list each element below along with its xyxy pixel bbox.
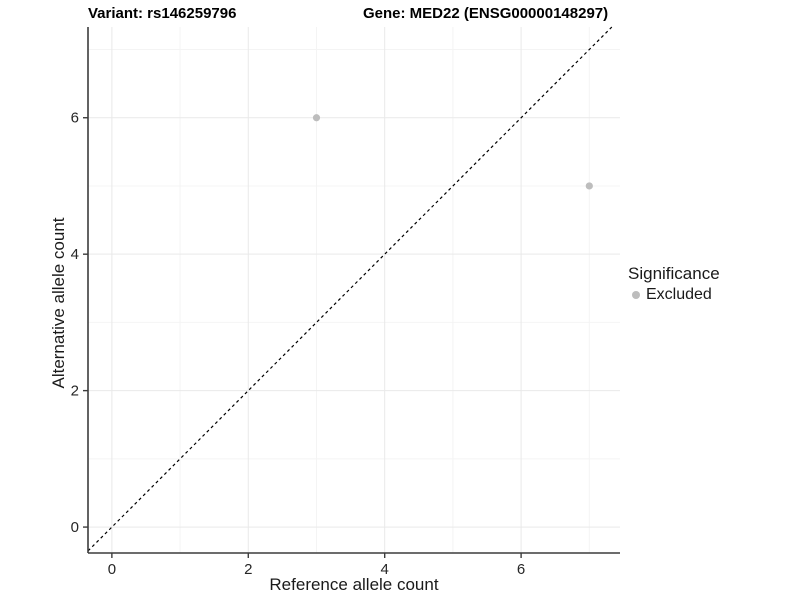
legend: Significance Excluded: [628, 264, 720, 304]
x-axis-title: Reference allele count: [269, 575, 439, 594]
plot-title-variant: Variant: rs146259796: [88, 5, 237, 22]
legend-key-point-icon: [632, 291, 640, 299]
plot-title-gene: Gene: MED22 (ENSG00000148297): [363, 5, 609, 22]
x-tick-label: 0: [108, 561, 116, 578]
y-tick-label: 2: [71, 383, 79, 400]
identity-dashed-line: [87, 26, 613, 552]
legend-title: Significance: [628, 264, 720, 283]
x-tick-label: 6: [517, 561, 525, 578]
x-tick-label: 2: [244, 561, 252, 578]
y-tick-label: 0: [71, 519, 79, 536]
y-tick-label: 6: [71, 110, 79, 127]
x-tick-label: 4: [381, 561, 389, 578]
data-point: [312, 114, 321, 122]
y-tick-label: 4: [71, 246, 79, 263]
data-point: [585, 182, 593, 190]
legend-item-label: Excluded: [646, 286, 712, 303]
legend-item-excluded: Excluded: [628, 286, 720, 304]
